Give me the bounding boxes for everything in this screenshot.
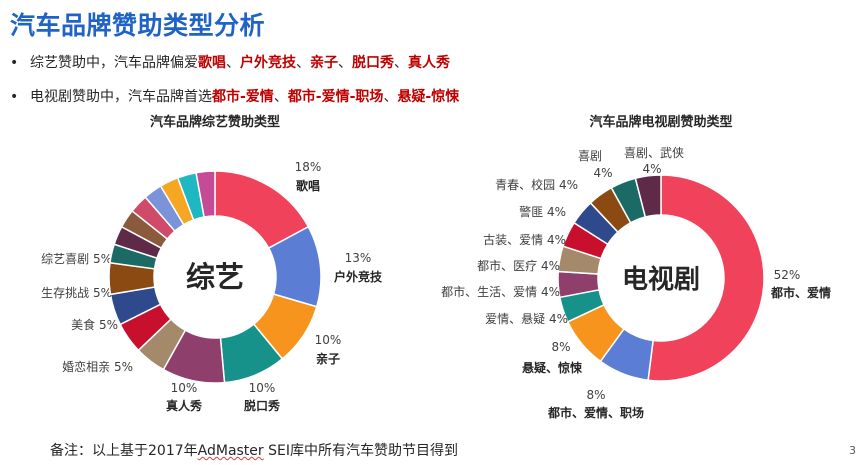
- highlight-term: 脱口秀: [352, 55, 394, 71]
- separator: 、: [273, 89, 288, 105]
- slice-percent: 13%: [345, 251, 372, 265]
- slice-percent: 18%: [295, 160, 322, 174]
- separator: 、: [296, 55, 310, 71]
- slice-name: 悬疑、惊悚: [521, 360, 583, 375]
- separator: 、: [394, 55, 408, 71]
- slice-name: 真人秀: [166, 398, 203, 413]
- slice-label: 都市、生活、爱情 4%: [441, 284, 560, 299]
- highlight-term: 歌唱: [198, 55, 226, 71]
- footnote: 备注：以上基于2017年AdMaster SEI库中所有汽车赞助节目得到: [50, 440, 458, 460]
- slice-name: 户外竞技: [334, 269, 383, 284]
- slice-name: 喜剧、武侠: [624, 146, 684, 160]
- page-title: 汽车品牌赞助类型分析: [10, 11, 266, 40]
- slice-label: 青春、校园 4%: [495, 177, 578, 192]
- donut-slice: [634, 174, 662, 218]
- slice-percent: 8%: [586, 388, 605, 402]
- slice-name: 脱口秀: [244, 398, 281, 413]
- slice-label: 警匪 4%: [519, 204, 566, 219]
- bullet-prefix: 综艺赞助中，汽车品牌偏爱: [30, 55, 198, 71]
- bullet-prefix: 电视剧赞助中，汽车品牌首选: [30, 89, 212, 105]
- highlight-term: 户外竞技: [240, 55, 296, 71]
- slice-label: 古装、爱情 4%: [483, 232, 566, 247]
- slice-percent: 8%: [551, 340, 570, 354]
- slice-name: 都市、爱情、职场: [547, 405, 644, 420]
- bullet-marker: •: [10, 89, 19, 105]
- slice-label: 婚恋相亲 5%: [62, 359, 133, 374]
- chart-center-label: 综艺: [186, 260, 244, 294]
- slice-percent: 4%: [642, 162, 661, 176]
- slice-percent: 10%: [171, 381, 198, 395]
- page-number: 3: [849, 444, 856, 457]
- slice-label: 美食 5%: [71, 317, 118, 332]
- bullet-variety: • 综艺赞助中，汽车品牌偏爱歌唱、户外竞技、亲子、脱口秀、真人秀: [10, 52, 450, 72]
- slice-name: 歌唱: [296, 178, 320, 193]
- slice-percent: 4%: [593, 166, 612, 180]
- footnote-underlined: AdMaster: [197, 443, 264, 459]
- slice-percent: 52%: [774, 268, 801, 282]
- bullet-marker: •: [10, 55, 19, 71]
- chart-title: 汽车品牌综艺赞助类型: [150, 114, 280, 130]
- separator: 、: [338, 55, 352, 71]
- donut-slice: [195, 170, 216, 218]
- highlight-term: 真人秀: [408, 55, 450, 71]
- chart-title: 汽车品牌电视剧赞助类型: [589, 114, 732, 130]
- highlight-term: 都市-爱情: [212, 89, 274, 105]
- slice-name: 喜剧: [578, 149, 602, 163]
- highlight-term: 亲子: [310, 55, 338, 71]
- slice-percent: 10%: [315, 333, 342, 347]
- footnote-prefix: 备注：以上基于2017年: [50, 443, 198, 459]
- slice-label: 生存挑战 5%: [41, 286, 112, 300]
- slice-label: 都市、医疗 4%: [477, 258, 560, 273]
- slice-name: 都市、爱情: [770, 285, 831, 300]
- bullet-tv: • 电视剧赞助中，汽车品牌首选都市-爱情、都市-爱情-职场、悬疑-惊悚: [10, 86, 459, 106]
- separator: 、: [226, 55, 240, 71]
- slice-label: 综艺喜剧 5%: [41, 252, 112, 266]
- footnote-suffix: SEI库中所有汽车赞助节目得到: [263, 443, 458, 459]
- separator: 、: [383, 89, 398, 105]
- highlight-term: 悬疑-惊悚: [397, 89, 460, 105]
- donut-slice: [647, 174, 765, 382]
- slice-label: 爱情、悬疑 4%: [485, 311, 568, 326]
- slice-name: 亲子: [316, 351, 340, 366]
- highlight-term: 都市-爱情-职场: [287, 89, 384, 105]
- slice-percent: 10%: [249, 381, 276, 395]
- chart-center-label: 电视剧: [622, 265, 700, 295]
